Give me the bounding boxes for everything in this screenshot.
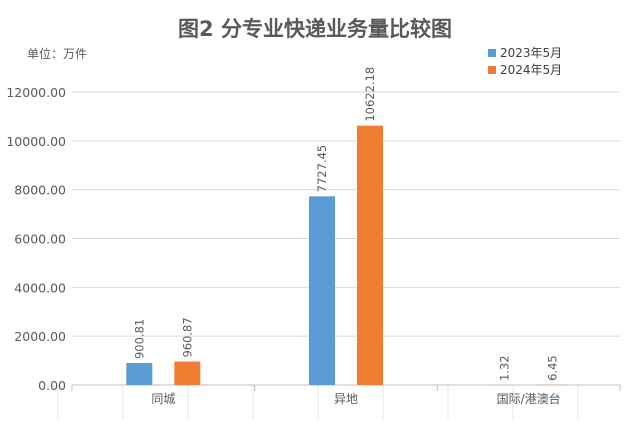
x-tick-label: 国际/港澳台 — [497, 391, 561, 406]
y-tick-label: 8000.00 — [14, 183, 66, 198]
x-tick-label: 同城 — [151, 392, 175, 406]
data-label: 900.81 — [132, 319, 146, 359]
data-label: 10622.18 — [363, 67, 377, 122]
y-tick-label: 4000.00 — [14, 280, 66, 295]
unit-label: 单位：万件 — [27, 46, 87, 61]
y-tick-label: 10000.00 — [6, 134, 66, 149]
legend-swatch — [488, 66, 496, 74]
y-tick-label: 2000.00 — [14, 329, 66, 344]
data-label: 7727.45 — [315, 145, 329, 193]
y-tick-label: 0.00 — [38, 378, 66, 393]
legend-label: 2023年5月 — [500, 46, 562, 60]
bar — [309, 196, 335, 385]
y-tick-label: 6000.00 — [14, 232, 66, 247]
y-tick-label: 12000.00 — [6, 85, 66, 100]
data-label: 6.45 — [546, 355, 560, 381]
data-label: 1.32 — [498, 355, 512, 381]
chart-title: 图2 分专业快递业务量比较图 — [178, 17, 452, 41]
x-tick-label: 异地 — [334, 392, 358, 406]
data-label: 960.87 — [180, 317, 194, 357]
bar — [357, 126, 383, 385]
bar — [174, 362, 200, 385]
bar — [126, 363, 152, 385]
legend-label: 2024年5月 — [500, 63, 562, 77]
legend-swatch — [488, 49, 496, 57]
